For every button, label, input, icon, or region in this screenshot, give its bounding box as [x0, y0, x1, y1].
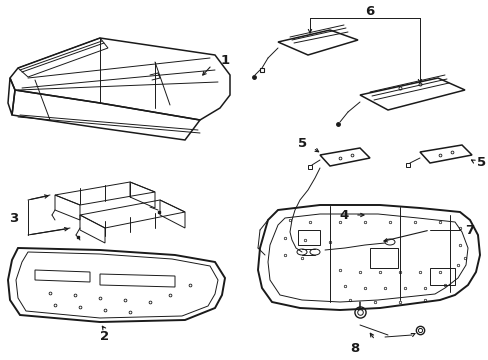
Text: 1: 1 [220, 54, 229, 67]
Text: 8: 8 [350, 342, 359, 355]
Text: 6: 6 [365, 5, 374, 18]
Text: 4: 4 [339, 208, 348, 221]
Text: 5: 5 [476, 156, 486, 168]
Text: 7: 7 [465, 224, 473, 237]
Text: 3: 3 [9, 212, 19, 225]
Text: 2: 2 [100, 330, 109, 343]
Text: 5: 5 [298, 136, 307, 149]
